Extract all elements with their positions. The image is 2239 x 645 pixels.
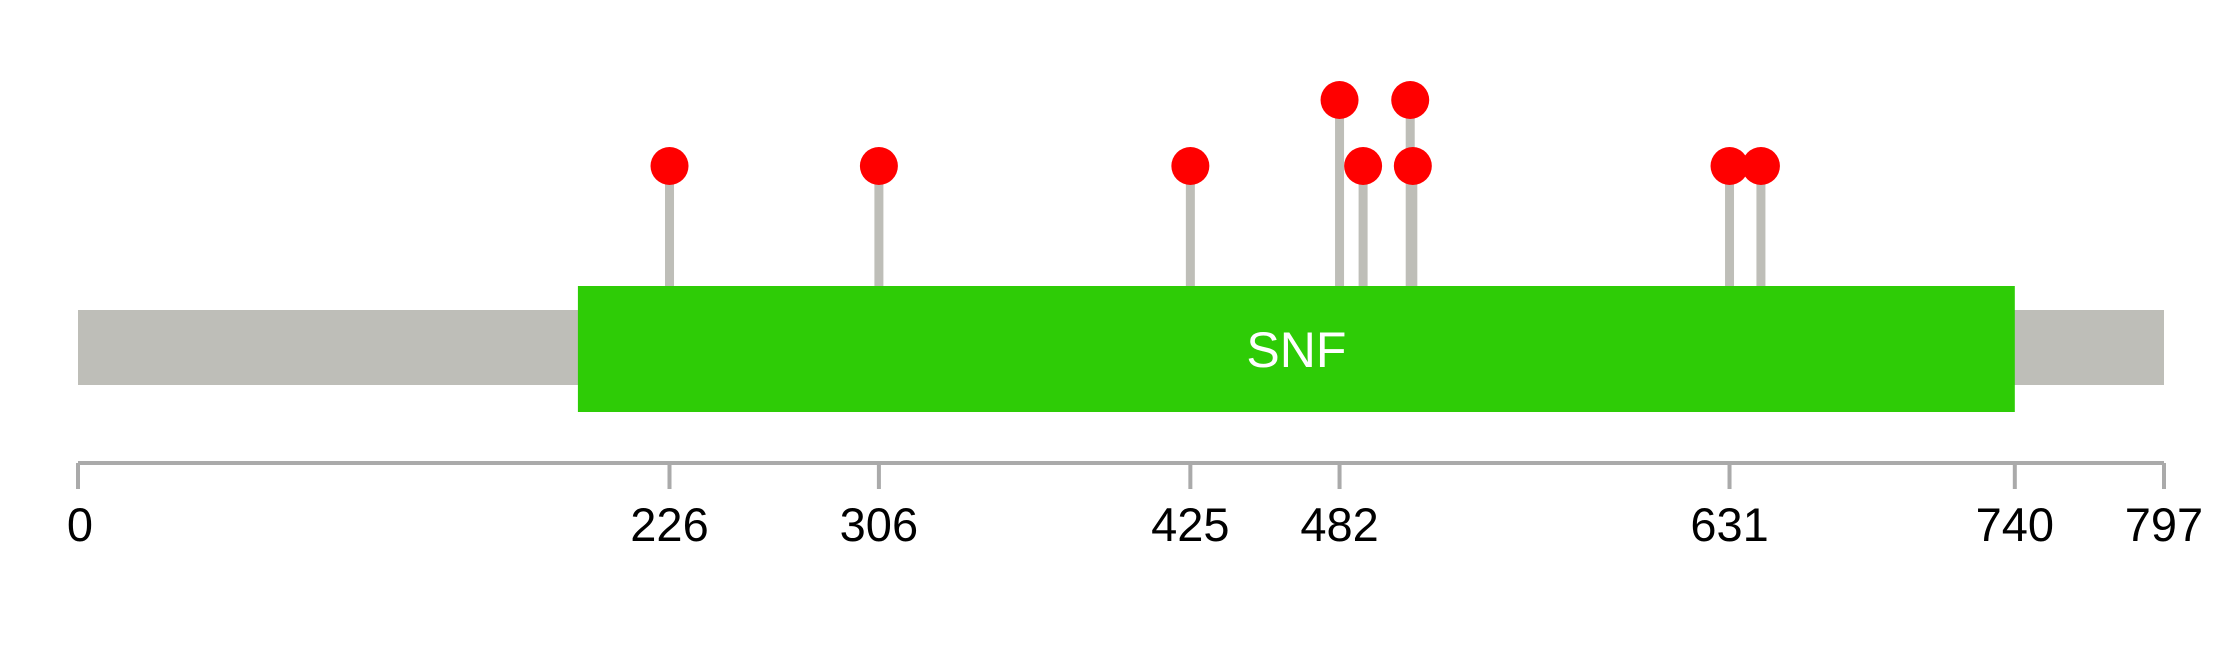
axis-tick-label: 425 [1151,498,1229,551]
domain-label: SNF [1246,322,1346,378]
mutation-head[interactable] [1710,147,1749,185]
domains: SNF [577,286,2015,412]
axis-tick-label: 482 [1300,498,1378,551]
mutation-head[interactable] [859,147,898,185]
domain-snf [577,286,2015,412]
axis-tick-label: 797 [2125,498,2203,551]
axis-tick-label: 0 [67,498,93,551]
mutation-head[interactable] [1171,147,1210,185]
mutation-head[interactable] [1320,81,1359,119]
mutation-head[interactable] [1391,81,1430,119]
mutation-head[interactable] [650,147,689,185]
axis-tick-label: 740 [1976,498,2054,551]
axis-tick-label: 631 [1690,498,1768,551]
mutation-head[interactable] [1393,147,1432,185]
mutation-head[interactable] [1344,147,1383,185]
mutation-heads [650,81,1780,185]
axis-tick-label: 226 [630,498,708,551]
axis-tick-label: 306 [840,498,918,551]
mutation-stems [665,100,1766,290]
mutation-head[interactable] [1741,147,1780,185]
position-axis: 0 226 306 425 482 631 740 797 [67,461,2203,551]
